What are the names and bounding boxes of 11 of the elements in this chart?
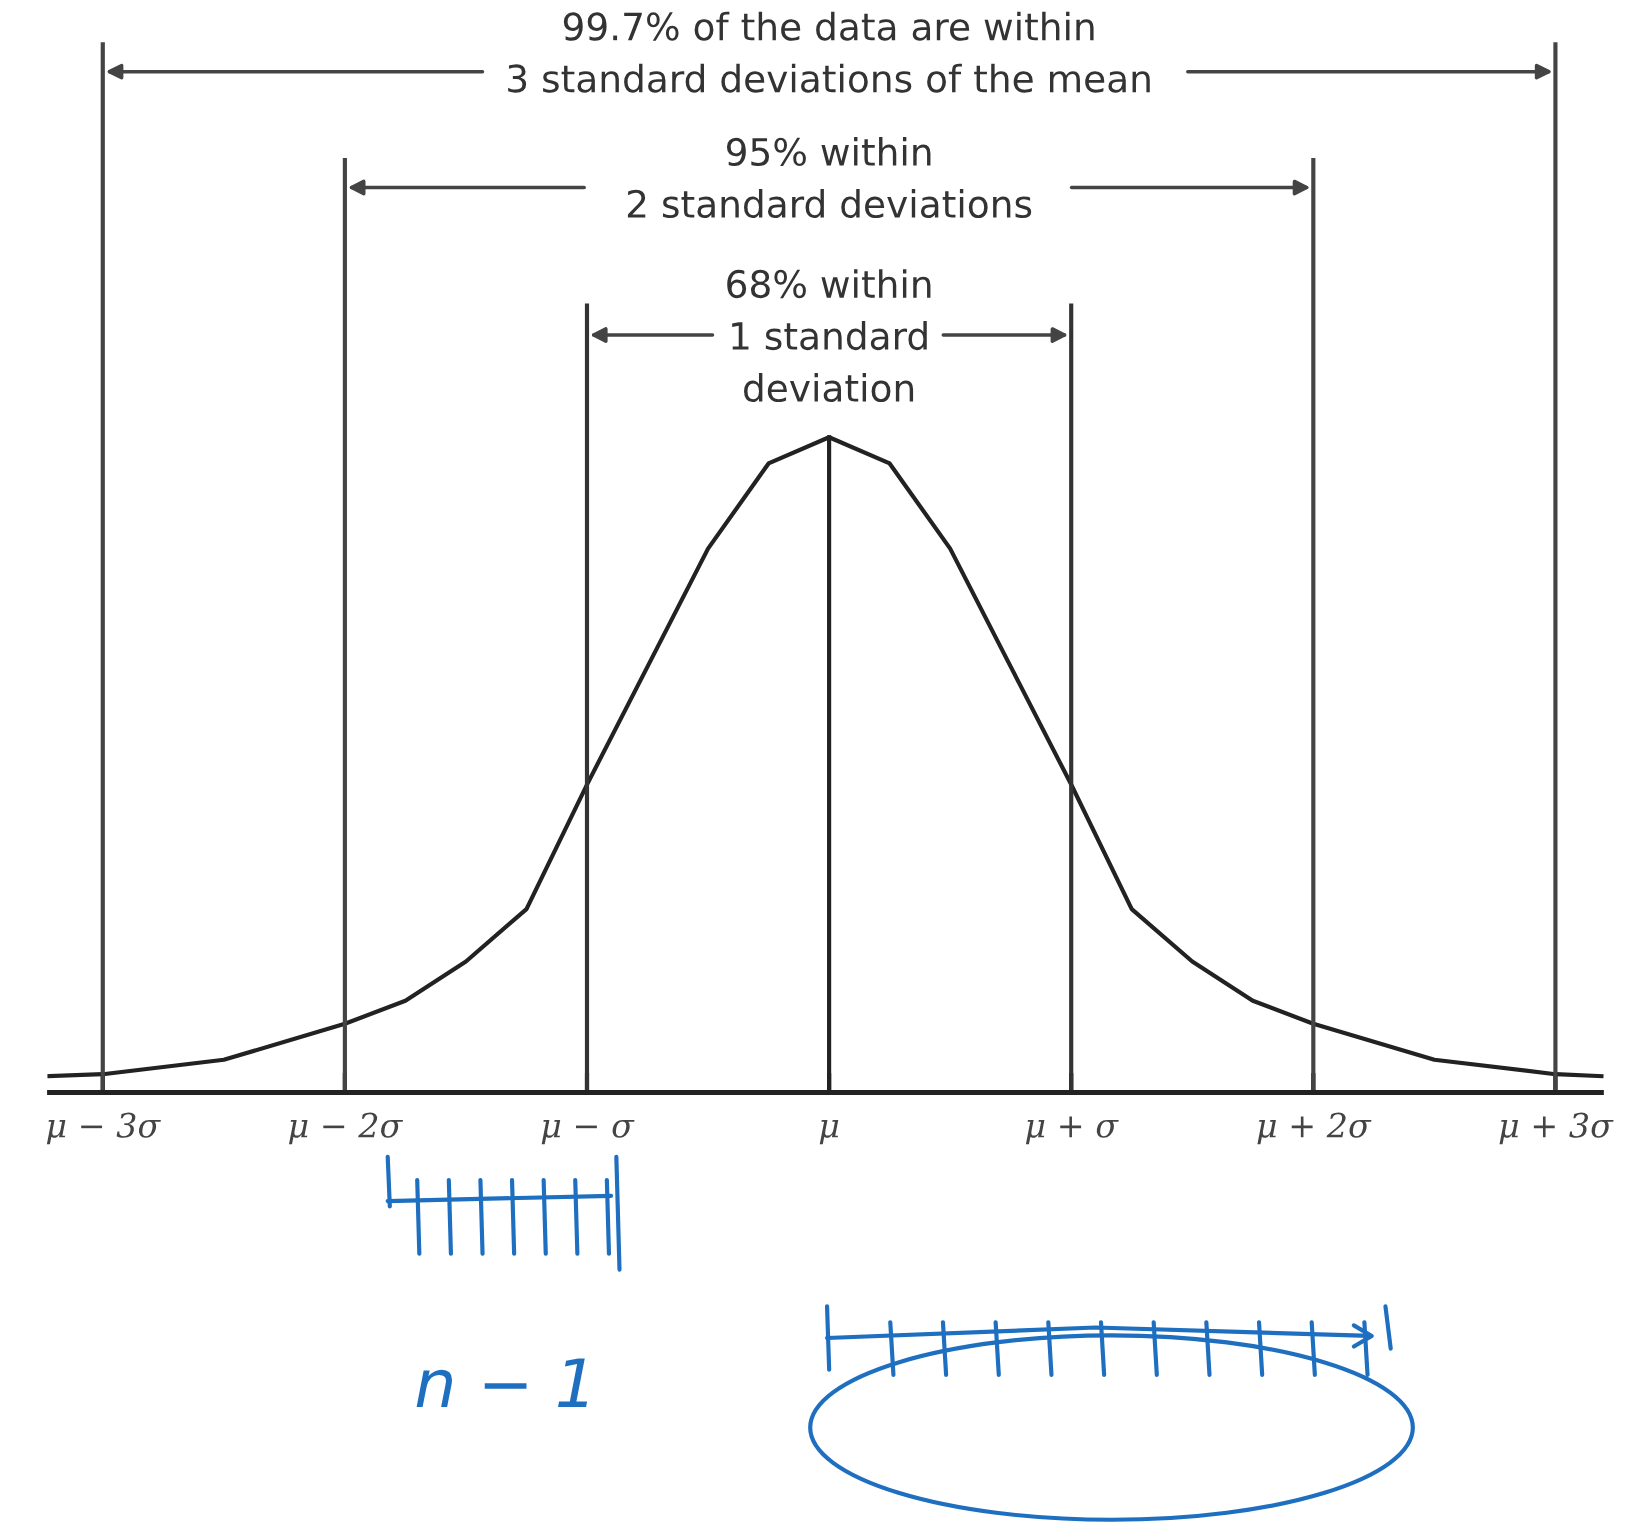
text: 68% within 1 standard deviation [727, 269, 931, 403]
text: 95% within 2 standard deviations [627, 137, 1032, 219]
x-tick-label: μ + 2σ [1257, 1112, 1372, 1145]
x-tick-label: μ [819, 1120, 839, 1145]
x-tick-label: μ − 3σ [46, 1112, 161, 1145]
x-tick-label: μ + σ [1025, 1116, 1119, 1145]
x-tick-label: μ − 2σ [289, 1112, 404, 1145]
text: n − 1 [416, 1358, 588, 1407]
text: 99.7% of the data are within 3 standard deviations of the mean [508, 11, 1150, 93]
x-tick-label: μ + 3σ [1499, 1112, 1614, 1145]
x-tick-label: μ − σ [541, 1120, 635, 1145]
